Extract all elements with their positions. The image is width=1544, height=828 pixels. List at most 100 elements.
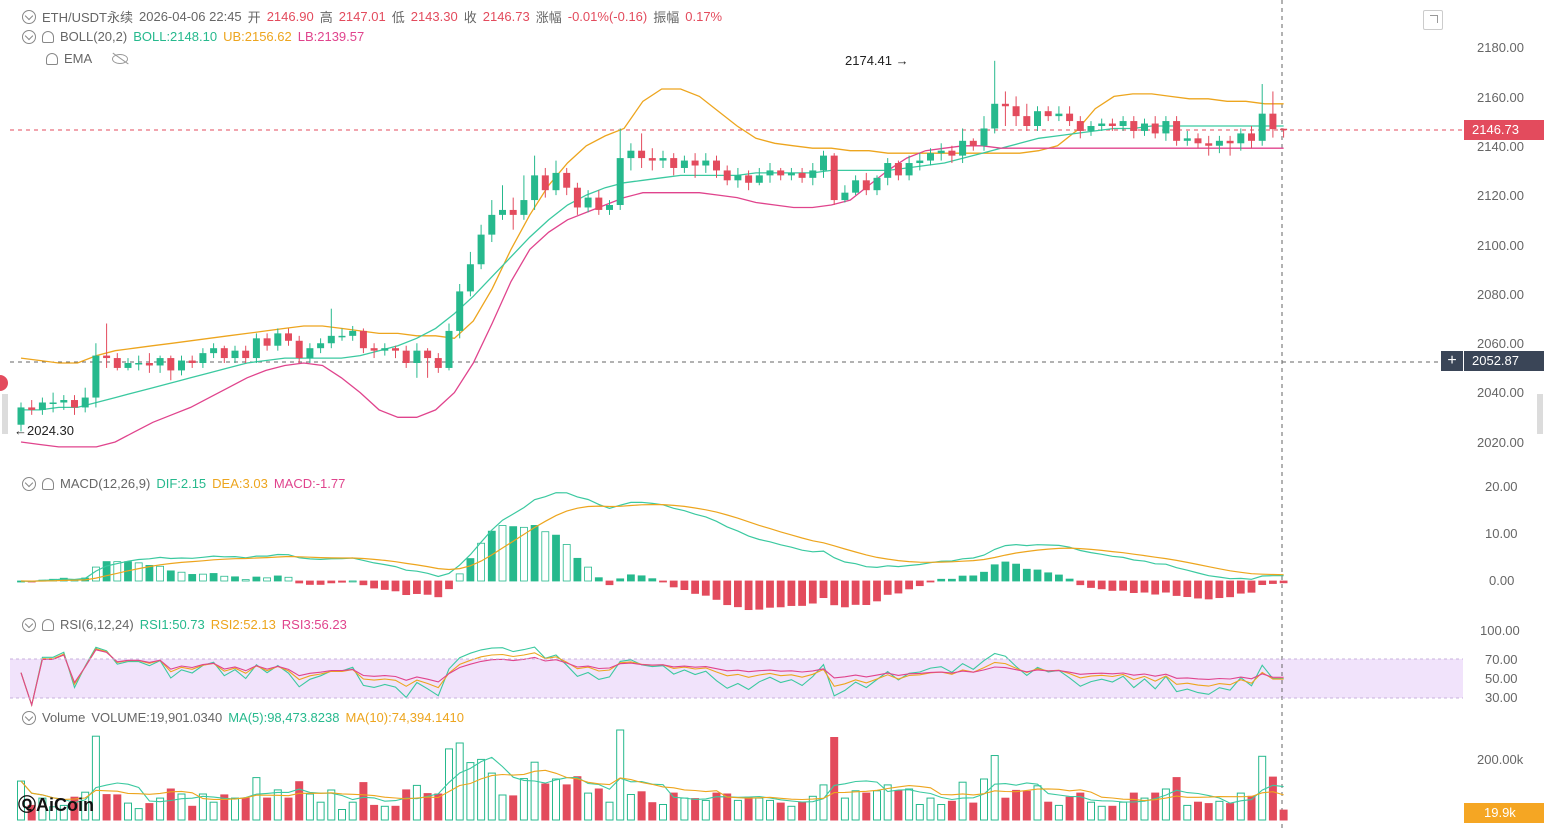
price-axis-tick: 2140.00 [1477, 139, 1524, 154]
candle-body [370, 348, 378, 351]
macd-legend[interactable]: MACD(12,26,9) DIF:2.15 DEA:3.03 MACD:-1.… [22, 476, 345, 491]
alert-bell-icon[interactable] [42, 30, 54, 43]
volume-bar [102, 794, 111, 821]
fullscreen-icon[interactable] [1423, 10, 1443, 30]
candle-body [306, 348, 314, 359]
candle-body [959, 140, 967, 156]
candle-body [680, 160, 688, 168]
volume-bar [209, 801, 218, 821]
volume-bar [273, 789, 282, 821]
macd-bar [691, 580, 699, 594]
candle-body [285, 333, 292, 341]
macd-bar [958, 575, 967, 582]
macd-bar [145, 564, 154, 582]
candle-body [1076, 121, 1084, 131]
candle-body [734, 175, 742, 181]
add-order-button[interactable]: + [1441, 351, 1463, 371]
low-marker: ←2024.30 [14, 423, 74, 438]
ema-legend[interactable]: EMA [46, 51, 129, 66]
macd-bar [851, 580, 860, 605]
candle-body [1215, 140, 1223, 146]
candle-body [60, 400, 68, 403]
volume-bar [637, 791, 646, 821]
boll-lb-value: LB:2139.57 [297, 29, 365, 44]
rsi-panel [20, 646, 1284, 708]
alert-dot-icon[interactable] [0, 375, 8, 391]
candle-body [1119, 121, 1127, 126]
boll-mid-value: BOLL:2148.10 [133, 29, 218, 44]
right-scroll-handle[interactable] [1537, 394, 1543, 434]
candle-body [1098, 123, 1106, 126]
candle-body [552, 172, 560, 191]
volume-bar [1065, 796, 1074, 821]
candle-body [1023, 116, 1031, 126]
rsi-name[interactable]: RSI(6,12,24) [60, 617, 134, 632]
macd-bar [552, 534, 560, 582]
boll-name[interactable]: BOLL(20,2) [60, 29, 128, 44]
alert-bell-icon[interactable] [46, 52, 58, 65]
rsi-legend[interactable]: RSI(6,12,24) RSI1:50.73 RSI2:52.13 RSI3:… [22, 617, 347, 632]
hidden-eye-icon[interactable] [112, 53, 129, 64]
macd-bar [1065, 578, 1074, 582]
macd-bar [766, 580, 774, 608]
candle-body [220, 348, 228, 359]
candle-body [338, 335, 346, 338]
left-scroll-handle[interactable] [2, 394, 8, 434]
candle-body [17, 407, 25, 425]
candle-body [852, 180, 860, 193]
candle-body [627, 150, 635, 159]
candle-body [188, 360, 196, 363]
collapse-icon[interactable] [22, 617, 36, 632]
macd-bar [316, 580, 325, 585]
candle-body [1130, 121, 1138, 131]
volume-bar [113, 794, 122, 821]
volume-bar [552, 778, 560, 821]
rsi2-value: RSI2:52.13 [210, 617, 276, 632]
volume-bar [808, 795, 817, 821]
candle-body [392, 348, 399, 351]
macd-bar [605, 580, 614, 586]
macd-bar [926, 580, 935, 583]
collapse-icon[interactable] [22, 476, 36, 491]
collapse-icon[interactable] [22, 710, 36, 725]
macd-bar [1055, 574, 1063, 582]
macd-bar [1022, 568, 1031, 582]
candle-body [862, 180, 870, 191]
macd-bar [1151, 580, 1160, 595]
candle-body [71, 400, 78, 408]
alert-bell-icon[interactable] [42, 477, 54, 490]
candle-body [434, 358, 442, 368]
volume-bar [947, 800, 956, 821]
candle-body [713, 160, 720, 171]
candle-body [745, 175, 753, 183]
candle-body [199, 353, 207, 363]
volume-bar [498, 794, 507, 821]
macd-name[interactable]: MACD(12,26,9) [60, 476, 151, 491]
volume-bar [1033, 785, 1042, 821]
collapse-icon[interactable] [22, 29, 36, 44]
volume-legend[interactable]: Volume VOLUME:19,901.0340 MA(5):98,473.8… [22, 710, 464, 725]
current-price-tag: 2146.73 [1464, 120, 1544, 140]
volume-bar [990, 755, 999, 821]
candle-body [38, 402, 46, 410]
volume-bar [166, 788, 175, 821]
change-label: 涨幅 [535, 10, 562, 25]
macd-bar [1012, 563, 1020, 582]
volume-bar [733, 799, 742, 821]
symbol-label: ETH/USDT永续 [42, 10, 134, 25]
collapse-icon[interactable] [22, 9, 36, 24]
candle-body [263, 338, 271, 346]
alert-bell-icon[interactable] [42, 618, 54, 631]
rsi3-value: RSI3:56.23 [281, 617, 347, 632]
volume-bar [370, 804, 379, 821]
ema-name[interactable]: EMA [64, 51, 93, 66]
volume-bar [776, 802, 785, 821]
boll-legend[interactable]: BOLL(20,2) BOLL:2148.10 UB:2156.62 LB:21… [22, 29, 364, 44]
volume-name[interactable]: Volume [42, 710, 86, 725]
macd-bar [1247, 580, 1256, 593]
volume-bar [391, 805, 400, 821]
macd-bar [734, 580, 742, 608]
candle-body [178, 360, 185, 371]
